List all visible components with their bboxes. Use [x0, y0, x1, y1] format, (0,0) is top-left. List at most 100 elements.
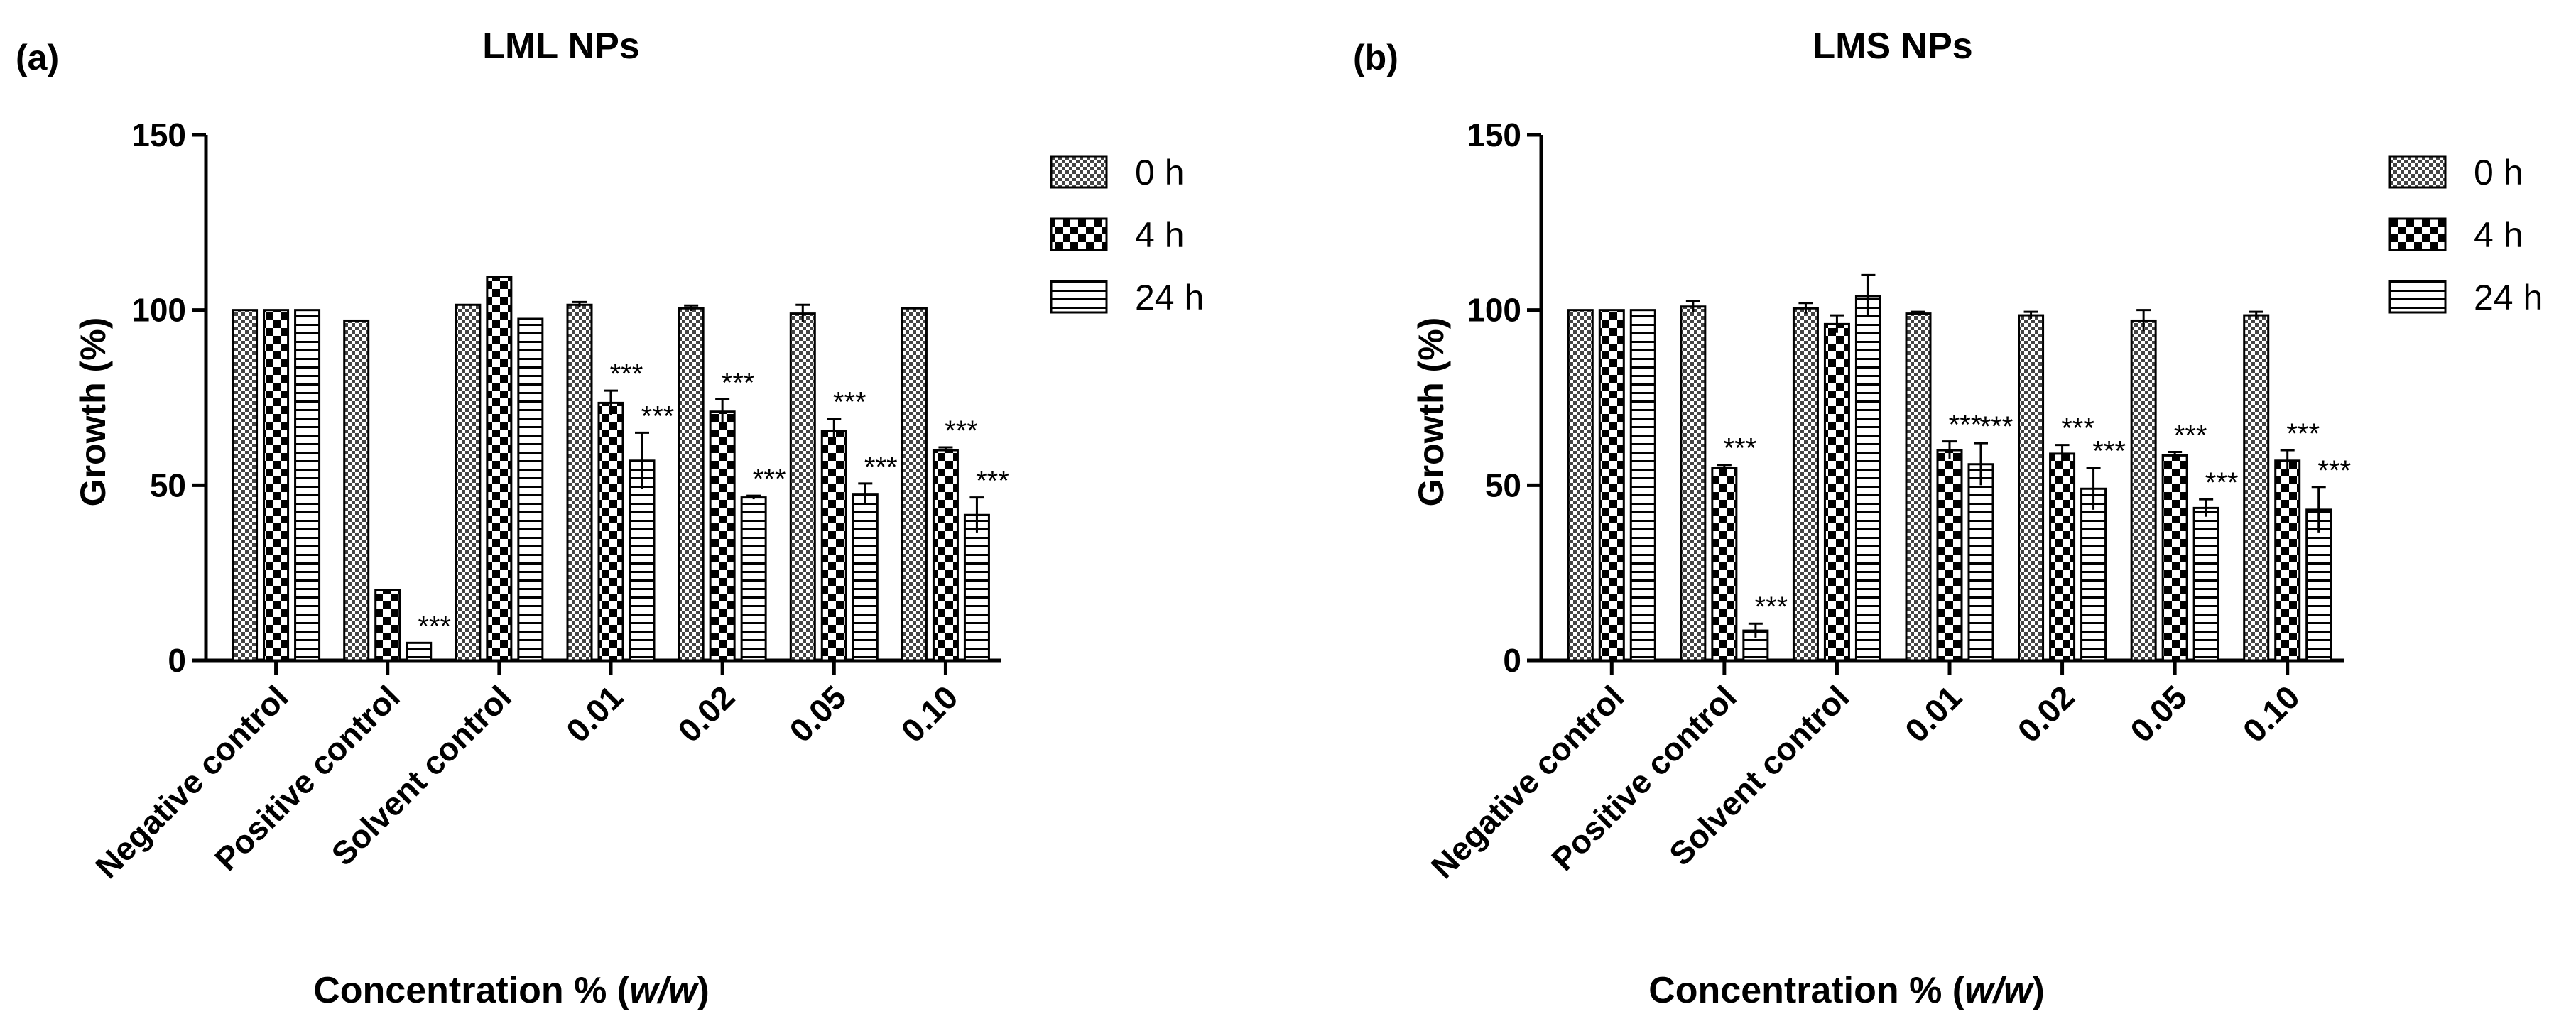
bar-24h: [852, 493, 879, 662]
x-tick-label: Positive control: [207, 678, 407, 878]
legend-swatch: [2388, 280, 2447, 314]
bar-4h: [2274, 459, 2301, 662]
significance-label: ***: [976, 466, 1009, 497]
legend-swatch: [2388, 217, 2447, 251]
bar-24h: [2080, 487, 2107, 662]
bar-4h: [709, 410, 736, 662]
significance-label: ***: [2286, 418, 2320, 449]
legend-swatch: [2388, 155, 2447, 189]
legend: 0 h 4 h 24 h: [2388, 153, 2543, 317]
x-tick-label: 0.10: [893, 678, 964, 749]
bar-4h: [1598, 309, 1625, 662]
y-tick-label: 50: [150, 467, 186, 503]
x-tick-label: 0.02: [670, 678, 741, 749]
chart-title: LMS NPs: [1813, 26, 1972, 67]
bar-0h: [1567, 309, 1594, 662]
legend-label: 0 h: [2474, 153, 2523, 192]
significance-label: ***: [753, 464, 786, 495]
bar-0h: [1905, 312, 1932, 662]
bar-0h: [2130, 319, 2157, 662]
significance-label: ***: [2061, 413, 2094, 445]
legend-swatch: [1050, 280, 1108, 314]
y-tick-label: 150: [1467, 116, 1521, 153]
significance-label: ***: [1724, 433, 1757, 464]
significance-label: ***: [2317, 455, 2351, 486]
bar-24h: [294, 309, 321, 662]
bar-4h: [1823, 322, 1850, 662]
significance-label: ***: [2205, 467, 2239, 498]
bar-4h: [820, 430, 847, 662]
bar-4h: [263, 309, 290, 662]
bar-4h: [932, 449, 959, 662]
legend-swatch: [1050, 155, 1108, 189]
y-axis-label: Growth (%): [73, 317, 113, 507]
x-axis-label-italic: w/w: [629, 970, 700, 1011]
bar-4h: [1936, 449, 1963, 662]
bar-24h: [1629, 309, 1656, 662]
y-tick-label: 50: [1485, 467, 1521, 503]
significance-label: ***: [864, 452, 898, 483]
bar-24h: [1967, 463, 1994, 662]
significance-label: ***: [1755, 591, 1788, 623]
x-tick-label: 0.10: [2236, 678, 2307, 749]
x-tick-label: 0.01: [1898, 678, 1969, 749]
chart-title: LML NPs: [482, 26, 640, 67]
bar-0h: [2243, 314, 2270, 662]
bar-4h: [486, 276, 513, 662]
bar-24h: [1854, 295, 1881, 662]
panel-label: (b): [1353, 38, 1398, 77]
bar-4h: [597, 401, 624, 662]
x-tick-label: 0.02: [2011, 678, 2082, 749]
bar-24h: [2192, 506, 2219, 662]
bar-4h: [2161, 454, 2188, 662]
x-tick-label: 0.01: [559, 678, 630, 749]
significance-label: ***: [1980, 411, 2013, 442]
significance-label: ***: [641, 400, 675, 432]
chart-panel-b: (b) LMS NPs 0 50 100 150 Growth (%) Negative co…: [1353, 26, 2543, 1011]
x-tick-label: 0.05: [2123, 678, 2194, 749]
legend-label: 4 h: [2474, 215, 2523, 255]
x-tick-label: Negative control: [88, 678, 295, 885]
chart-panel-a: (a) LML NPs 0 50 100 150 Growth (%) Negative co…: [16, 26, 1204, 1011]
x-tick-label: 0.05: [782, 678, 853, 749]
x-axis-label: Concentration % (w/w): [313, 970, 710, 1011]
bar-0h: [232, 309, 259, 662]
bar-0h: [343, 319, 370, 662]
bar-0h: [678, 307, 705, 662]
legend-label: 24 h: [1135, 278, 1204, 317]
panel-label: (a): [16, 38, 59, 77]
bar-0h: [566, 303, 593, 662]
bar-4h: [374, 589, 401, 662]
legend-label: 24 h: [2474, 278, 2543, 317]
significance-label: ***: [1949, 410, 1982, 441]
significance-label: ***: [945, 415, 978, 447]
bar-24h: [517, 317, 544, 662]
x-tick-label: Negative control: [1424, 678, 1631, 885]
bar-0h: [901, 307, 928, 662]
x-axis-label-suffix: ): [2032, 970, 2044, 1011]
significance-label: ***: [833, 387, 866, 418]
bar-0h: [789, 312, 816, 662]
y-tick-label: 0: [168, 642, 186, 679]
significance-label: ***: [418, 611, 451, 642]
bar-0h: [2018, 314, 2045, 662]
bar-24h: [740, 496, 767, 662]
y-tick-label: 0: [1503, 642, 1521, 679]
bar-0h: [455, 303, 482, 662]
y-tick-label: 100: [131, 292, 186, 329]
legend-label: 4 h: [1135, 215, 1185, 255]
bar-24h: [406, 641, 433, 662]
y-axis-label: Growth (%): [1411, 317, 1451, 507]
bar-24h: [629, 459, 656, 662]
bar-0h: [1680, 305, 1707, 662]
significance-label: ***: [722, 367, 755, 398]
bar-24h: [963, 513, 990, 662]
legend-swatch: [1050, 217, 1108, 251]
significance-label: ***: [2092, 436, 2126, 467]
significance-label: ***: [610, 359, 643, 390]
y-tick-label: 150: [131, 116, 186, 153]
significance-label: ***: [2174, 420, 2207, 451]
legend: 0 h 4 h 24 h: [1050, 153, 1204, 317]
